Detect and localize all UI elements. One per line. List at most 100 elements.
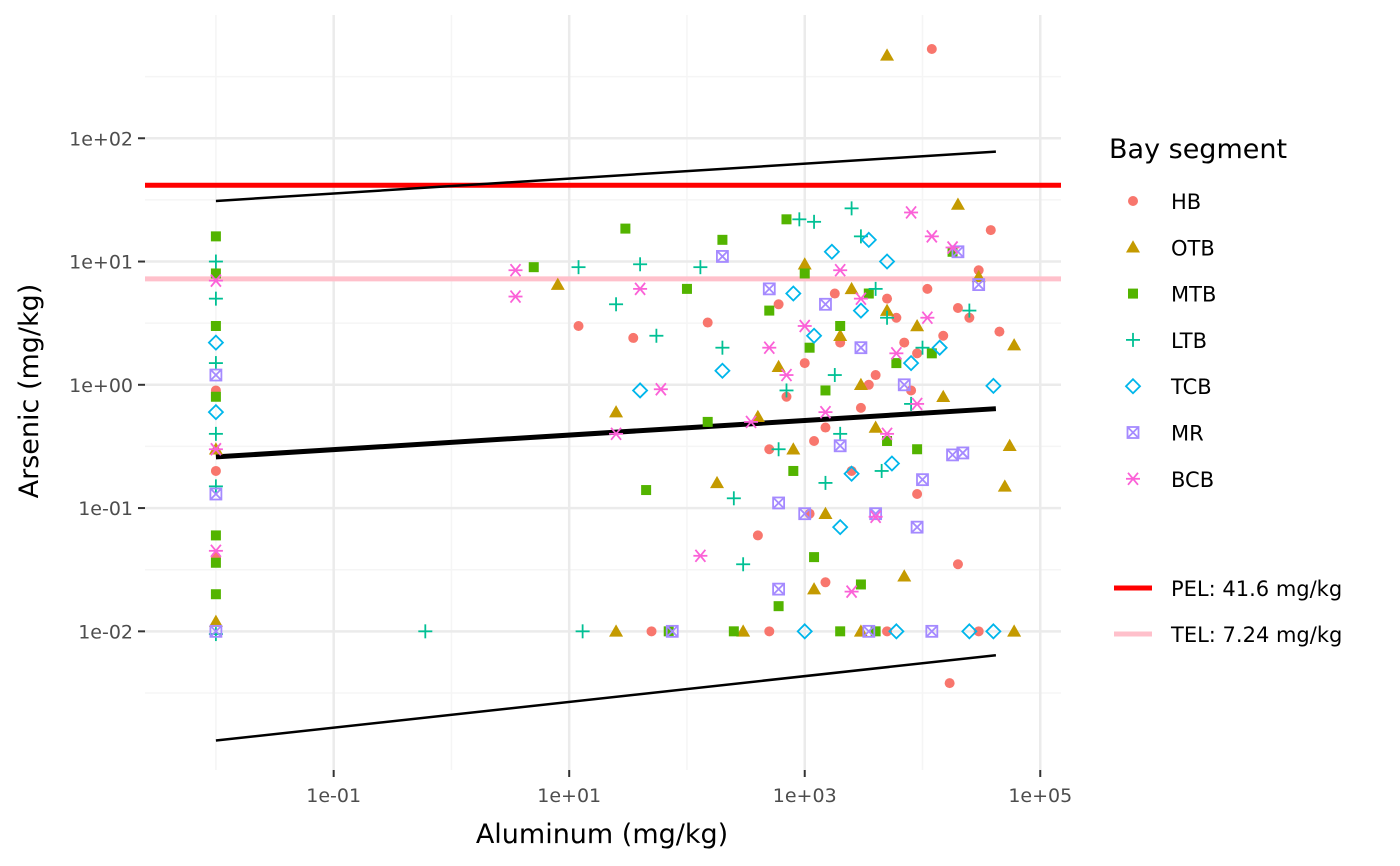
data-point-hb xyxy=(573,320,584,331)
y-tick-label: 1e+00 xyxy=(69,375,133,397)
data-point-bcb xyxy=(653,382,668,396)
box-outline xyxy=(862,624,876,638)
diamond-outline xyxy=(207,334,225,351)
data-point-otb xyxy=(208,614,223,627)
star-arm xyxy=(911,397,923,411)
diamond-outline xyxy=(888,623,905,640)
box-outline xyxy=(798,507,812,521)
box-diag xyxy=(951,245,965,258)
data-point-mtb xyxy=(728,626,739,637)
data-point-hb xyxy=(870,370,881,381)
star-arm xyxy=(509,263,522,277)
data-point-hb xyxy=(882,293,893,304)
data-point-otb xyxy=(844,281,859,295)
data-point-ltb xyxy=(874,463,889,478)
data-point-mr xyxy=(972,278,986,291)
data-point-mtb xyxy=(882,436,893,447)
diamond-outline xyxy=(985,623,1002,640)
data-point-bcb xyxy=(910,397,925,411)
data-point-otb xyxy=(833,328,848,341)
star-arm xyxy=(845,585,858,599)
data-point-hb xyxy=(646,626,657,637)
regression-lines xyxy=(215,150,997,742)
data-point-hb xyxy=(628,332,639,343)
legend-label-bcb: BCB xyxy=(1171,468,1214,492)
legend-ref-label: PEL: 41.6 mg/kg xyxy=(1171,577,1342,601)
data-point-ltb xyxy=(633,257,648,272)
box-outline xyxy=(854,341,868,355)
data-point-bcb xyxy=(693,549,708,563)
data-point-mr xyxy=(209,624,223,638)
data-point-otb xyxy=(807,582,822,595)
data-point-mtb xyxy=(717,234,728,245)
data-point-mr xyxy=(862,624,876,638)
box-diag xyxy=(209,625,223,638)
data-point-bcb xyxy=(508,263,523,277)
data-point-bcb xyxy=(833,263,848,277)
legend-label-hb: HB xyxy=(1171,190,1201,214)
box-outline xyxy=(925,624,939,638)
legend-key-tcb xyxy=(1124,377,1142,395)
box-outline xyxy=(951,245,965,259)
data-point-mr xyxy=(833,439,847,453)
data-point-mtb xyxy=(764,305,775,316)
data-point-ltb xyxy=(575,624,590,639)
diamond-outline xyxy=(852,302,870,319)
data-point-mr xyxy=(772,496,786,510)
y-tick-label: 1e+02 xyxy=(69,128,133,150)
data-point-hb xyxy=(855,402,866,413)
data-point-mtb xyxy=(528,262,539,273)
data-point-mr xyxy=(910,520,924,534)
data-point-ltb xyxy=(208,479,223,494)
data-point-bcb xyxy=(844,585,859,599)
data-point-mtb xyxy=(210,268,221,279)
data-point-bcb xyxy=(904,205,919,220)
star-arm xyxy=(509,289,522,304)
diamond-outline xyxy=(860,231,878,249)
star-arm xyxy=(780,368,793,382)
data-point-tcb xyxy=(207,403,225,421)
box-diag xyxy=(972,278,985,291)
diamond-outline xyxy=(985,377,1002,395)
box-outline xyxy=(209,487,223,501)
data-point-otb xyxy=(710,475,725,489)
data-point-mtb xyxy=(210,391,221,402)
legend-series: HB OTB MTB LTB TCB MR BCB xyxy=(1124,190,1216,492)
data-point-mtb xyxy=(809,552,820,563)
data-point-tcb xyxy=(823,243,841,261)
box-outline xyxy=(209,368,223,382)
y-axis-title: Arsenic (mg/kg) xyxy=(14,284,45,499)
data-point-hb xyxy=(820,422,831,433)
data-point-mtb xyxy=(773,601,784,612)
box-diag xyxy=(854,341,868,354)
box-diag xyxy=(666,625,679,638)
data-point-tcb xyxy=(831,518,849,536)
legend-item-bcb: BCB xyxy=(1126,468,1214,492)
data-point-mr xyxy=(956,446,970,460)
data-point-mtb xyxy=(870,626,881,637)
data-point-mtb xyxy=(210,530,221,541)
data-point-ltb xyxy=(208,291,223,306)
box-diag xyxy=(956,446,969,460)
box-diag xyxy=(772,496,785,510)
star-arm xyxy=(763,341,775,355)
data-point-ltb xyxy=(868,281,883,296)
star-arm xyxy=(905,205,917,220)
data-point-ltb xyxy=(844,201,859,216)
data-point-hb xyxy=(922,283,933,294)
legend-label-otb: OTB xyxy=(1171,236,1215,260)
data-point-otb xyxy=(1002,438,1017,452)
data-point-bcb xyxy=(945,240,960,255)
data-point-otb xyxy=(950,197,965,210)
diamond-outline xyxy=(805,327,823,345)
x-tick-label: 1e+01 xyxy=(537,785,601,807)
data-point-mtb xyxy=(891,358,902,369)
legend-label-ltb: LTB xyxy=(1171,329,1207,353)
x-tick-label: 1e-01 xyxy=(306,785,361,807)
box-diag xyxy=(910,521,924,534)
data-point-hb xyxy=(985,225,996,236)
data-point-mtb xyxy=(702,416,713,427)
data-point-mtb xyxy=(799,268,810,279)
data-point-bcb xyxy=(868,510,883,524)
